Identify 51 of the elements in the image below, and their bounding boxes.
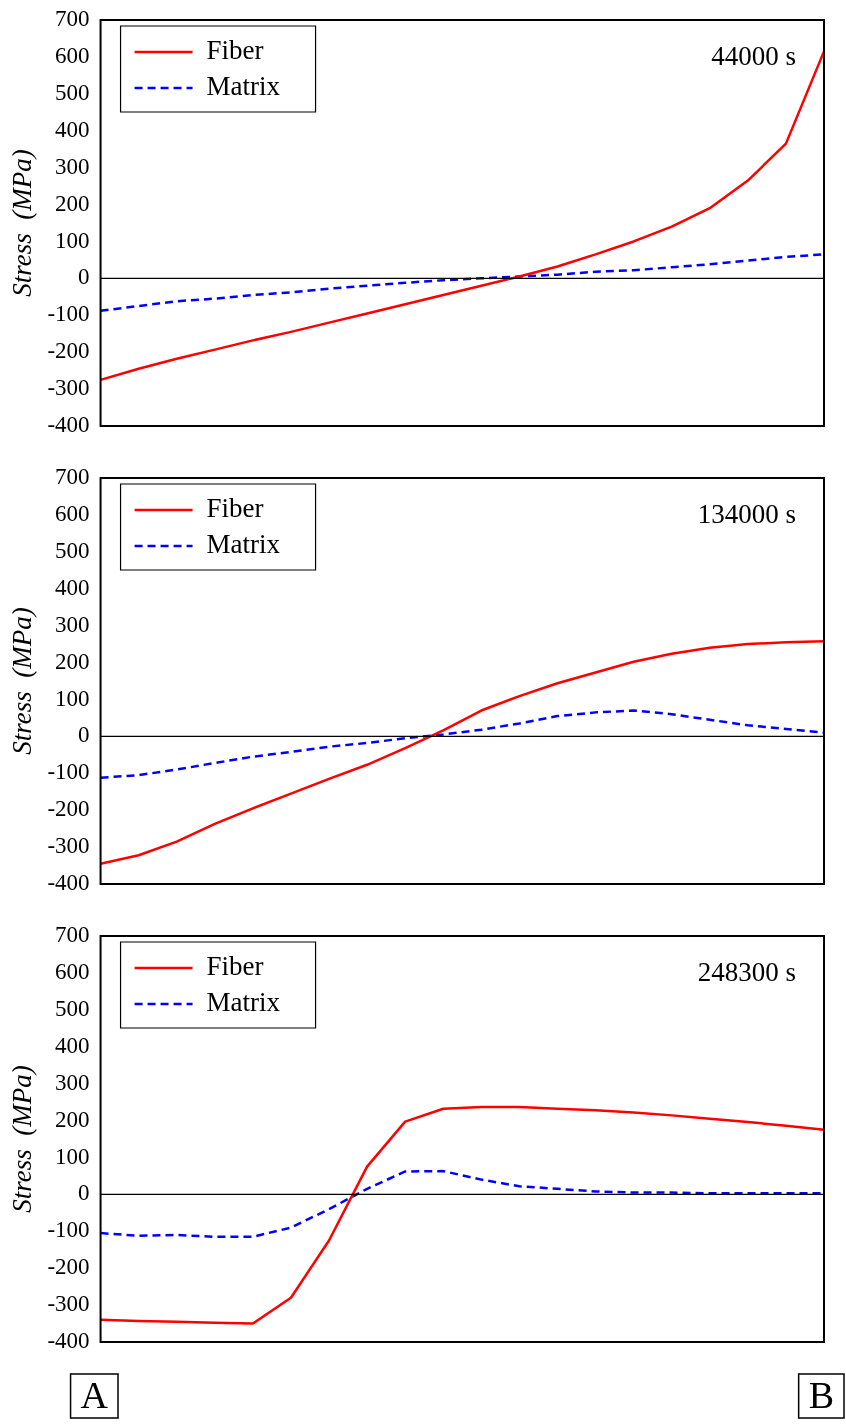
y-tick-label: 400 bbox=[55, 116, 90, 142]
legend-label: Matrix bbox=[206, 71, 281, 102]
y-tick-label: 600 bbox=[55, 42, 90, 68]
legend-label: Matrix bbox=[206, 529, 281, 560]
legend-label: Fiber bbox=[206, 493, 264, 524]
y-tick-label: 0 bbox=[78, 1180, 90, 1206]
y-tick-label: -100 bbox=[47, 759, 90, 785]
y-tick-label: 0 bbox=[78, 264, 90, 290]
y-tick-label: -300 bbox=[47, 833, 90, 859]
y-tick-label: 100 bbox=[55, 685, 90, 711]
y-axis-title: Stress (MPa) bbox=[7, 149, 38, 297]
y-tick-label: 200 bbox=[55, 648, 90, 674]
y-tick-label: 0 bbox=[78, 722, 90, 748]
line-series bbox=[99, 709, 826, 779]
y-tick-label: -300 bbox=[47, 375, 90, 401]
y-tick-label: 500 bbox=[55, 995, 90, 1021]
y-tick-label: 100 bbox=[55, 227, 90, 253]
y-tick-label: -100 bbox=[47, 1217, 90, 1243]
y-axis-title: Stress (MPa) bbox=[7, 1065, 38, 1213]
y-tick-label: -400 bbox=[47, 412, 90, 438]
y-tick-label: 100 bbox=[55, 1143, 90, 1169]
y-tick-label: -400 bbox=[47, 870, 90, 896]
y-tick-label: 500 bbox=[55, 79, 90, 105]
y-tick-label: 600 bbox=[55, 958, 90, 984]
y-tick-label: -200 bbox=[47, 796, 90, 822]
y-tick-label: -400 bbox=[47, 1328, 90, 1354]
annotation: 134000 s bbox=[697, 499, 796, 530]
y-tick-label: 400 bbox=[55, 574, 90, 600]
y-tick-label: 700 bbox=[55, 464, 90, 490]
annotation: 248300 s bbox=[697, 957, 796, 988]
y-tick-label: -200 bbox=[47, 1254, 90, 1280]
text: B bbox=[808, 1373, 835, 1416]
y-tick-label: 200 bbox=[55, 190, 90, 216]
y-tick-label: 400 bbox=[55, 1032, 90, 1058]
annotation: 44000 s bbox=[711, 41, 796, 72]
legend-label: Fiber bbox=[206, 35, 264, 66]
y-tick-label: 300 bbox=[55, 611, 90, 637]
y-tick-label: -200 bbox=[47, 338, 90, 364]
legend-label: Fiber bbox=[206, 951, 264, 982]
legend-label: Matrix bbox=[206, 987, 281, 1018]
y-tick-label: 500 bbox=[55, 537, 90, 563]
y-tick-label: -100 bbox=[47, 301, 90, 327]
y-tick-label: 200 bbox=[55, 1106, 90, 1132]
y-tick-label: -300 bbox=[47, 1291, 90, 1317]
y-tick-label: 700 bbox=[55, 6, 90, 32]
text: A bbox=[80, 1373, 109, 1416]
y-tick-label: 300 bbox=[55, 1069, 90, 1095]
y-tick-label: 300 bbox=[55, 153, 90, 179]
y-axis-title: Stress (MPa) bbox=[7, 607, 38, 755]
y-tick-label: 600 bbox=[55, 500, 90, 526]
y-tick-label: 700 bbox=[55, 922, 90, 948]
